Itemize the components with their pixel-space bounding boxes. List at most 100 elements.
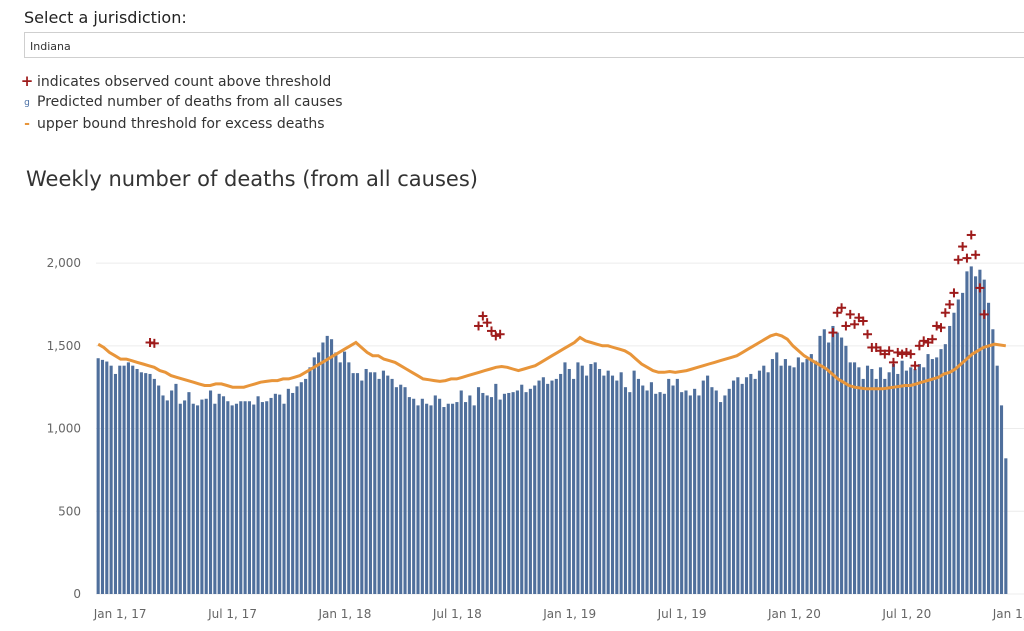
bar (744, 377, 749, 594)
above-threshold-marker (832, 308, 842, 318)
bar (658, 392, 662, 594)
above-threshold-marker (486, 326, 496, 336)
legend-item-predicted: g Predicted number of deaths from all cau… (20, 94, 342, 116)
y-tick-label: 1,500 (47, 339, 81, 353)
jurisdiction-select[interactable]: Indiana (24, 32, 1024, 58)
bar (377, 378, 381, 594)
bar (593, 362, 597, 594)
above-threshold-marker (850, 319, 860, 329)
bar (788, 365, 792, 594)
bar (438, 398, 442, 594)
bar (827, 342, 831, 594)
bar (688, 395, 692, 594)
bar (459, 390, 463, 594)
above-threshold-marker (858, 316, 868, 326)
bar (403, 387, 407, 594)
above-threshold-marker (953, 255, 963, 265)
bar (260, 402, 264, 594)
bar (857, 367, 861, 594)
bar (511, 392, 515, 594)
bar (654, 393, 658, 594)
bar (628, 392, 632, 594)
bar (152, 378, 156, 594)
bar (1004, 458, 1008, 594)
y-tick-label: 1,000 (47, 422, 81, 436)
bar (221, 396, 226, 594)
bar (507, 392, 511, 594)
bar (775, 352, 779, 594)
above-threshold-marker (919, 336, 929, 346)
bar (265, 401, 269, 594)
dash-icon: - (24, 116, 30, 132)
bar (187, 392, 191, 594)
above-threshold-marker (971, 250, 981, 260)
above-threshold-marker (884, 346, 894, 356)
y-tick-label: 0 (73, 587, 81, 601)
bar (386, 375, 390, 594)
bar (952, 312, 956, 594)
bar (649, 382, 653, 594)
above-threshold-marker (893, 347, 903, 357)
bar (783, 359, 787, 594)
bar (766, 372, 770, 594)
bar (282, 403, 286, 594)
bar (299, 382, 303, 594)
bar (982, 279, 986, 594)
bar (368, 372, 373, 594)
bar (572, 378, 576, 594)
bar (308, 367, 312, 594)
bar (723, 395, 727, 594)
bar (416, 405, 420, 594)
jurisdiction-select-value: Indiana (30, 40, 71, 53)
bar (999, 405, 1004, 594)
above-threshold-marker (474, 321, 484, 331)
above-threshold-marker (888, 357, 898, 367)
bar (840, 337, 844, 594)
bar (731, 380, 736, 594)
bar (256, 396, 260, 594)
bar (917, 364, 921, 594)
bar (170, 390, 174, 594)
bar (801, 362, 805, 594)
bar (922, 367, 926, 594)
bar (208, 390, 213, 594)
above-threshold-marker (828, 328, 838, 338)
bar (610, 375, 615, 594)
above-threshold-marker (949, 288, 959, 298)
bar (939, 349, 943, 594)
bar (740, 383, 744, 594)
above-threshold-marker (958, 242, 968, 252)
x-tick-label: Jan 1, 21 (992, 607, 1024, 621)
bars (96, 266, 1008, 594)
bar (394, 387, 398, 594)
bar (615, 380, 619, 594)
bar (546, 383, 550, 594)
bar (524, 392, 528, 594)
bar (900, 360, 904, 594)
bar (870, 368, 874, 594)
bar (407, 397, 411, 594)
bar (891, 364, 896, 594)
bar (991, 329, 995, 594)
bar (948, 325, 952, 594)
bar (576, 362, 580, 594)
bar (204, 398, 208, 594)
y-tick-label: 500 (58, 504, 81, 518)
bar (317, 352, 321, 594)
bar (330, 339, 334, 594)
bar (304, 378, 308, 594)
bar (809, 354, 813, 594)
y-tick-label: 2,000 (47, 256, 81, 270)
bar (494, 383, 498, 594)
above-threshold-marker (478, 311, 488, 321)
bar (736, 377, 740, 594)
above-threshold-marker (901, 347, 911, 357)
above-threshold-marker (966, 230, 976, 240)
bar (904, 370, 908, 594)
bar (230, 405, 234, 594)
bar (580, 365, 584, 594)
above-threshold-marker (936, 323, 946, 333)
bar (667, 378, 671, 594)
bar (848, 362, 852, 594)
legend-label: indicates observed count above threshold (37, 74, 332, 90)
